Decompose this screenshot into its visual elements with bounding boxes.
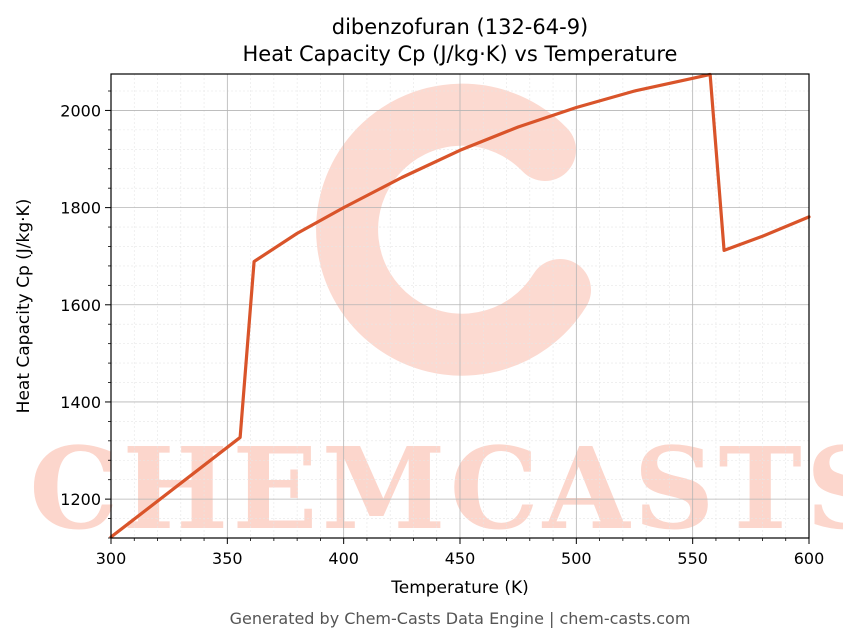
watermark-text: CHEMCASTS	[29, 424, 843, 555]
chart-title: dibenzofuran (132-64-9)	[332, 15, 589, 39]
series-line	[109, 72, 811, 539]
y-axis-label: Heat Capacity Cp (J/kg·K)	[14, 199, 34, 414]
x-tick-label: 600	[794, 549, 825, 568]
watermark-logo-icon	[316, 83, 591, 376]
x-tick-label: 550	[677, 549, 708, 568]
x-tick-label: 400	[328, 549, 359, 568]
x-tick-label: 500	[561, 549, 592, 568]
footer-credit: Generated by Chem-Casts Data Engine | ch…	[230, 609, 691, 628]
y-tick-label: 1400	[60, 393, 101, 412]
y-axis: 1200 1400 1600 1800 2000	[60, 90, 111, 539]
x-tick-label: 450	[445, 549, 476, 568]
y-tick-label: 2000	[60, 101, 101, 120]
x-axis-label: Temperature (K)	[390, 578, 529, 598]
x-tick-label: 350	[212, 549, 243, 568]
y-tick-label: 1200	[60, 490, 101, 509]
x-axis: 300 350 400 450 500 550 600	[96, 538, 825, 568]
y-tick-label: 1800	[60, 199, 101, 218]
major-grid	[110, 74, 810, 538]
series-layer	[109, 72, 811, 539]
chart-subtitle: Heat Capacity Cp (J/kg·K) vs Temperature	[243, 42, 678, 66]
x-tick-label: 300	[96, 549, 127, 568]
watermark: CHEMCASTS	[29, 83, 843, 555]
y-tick-label: 1600	[60, 296, 101, 315]
